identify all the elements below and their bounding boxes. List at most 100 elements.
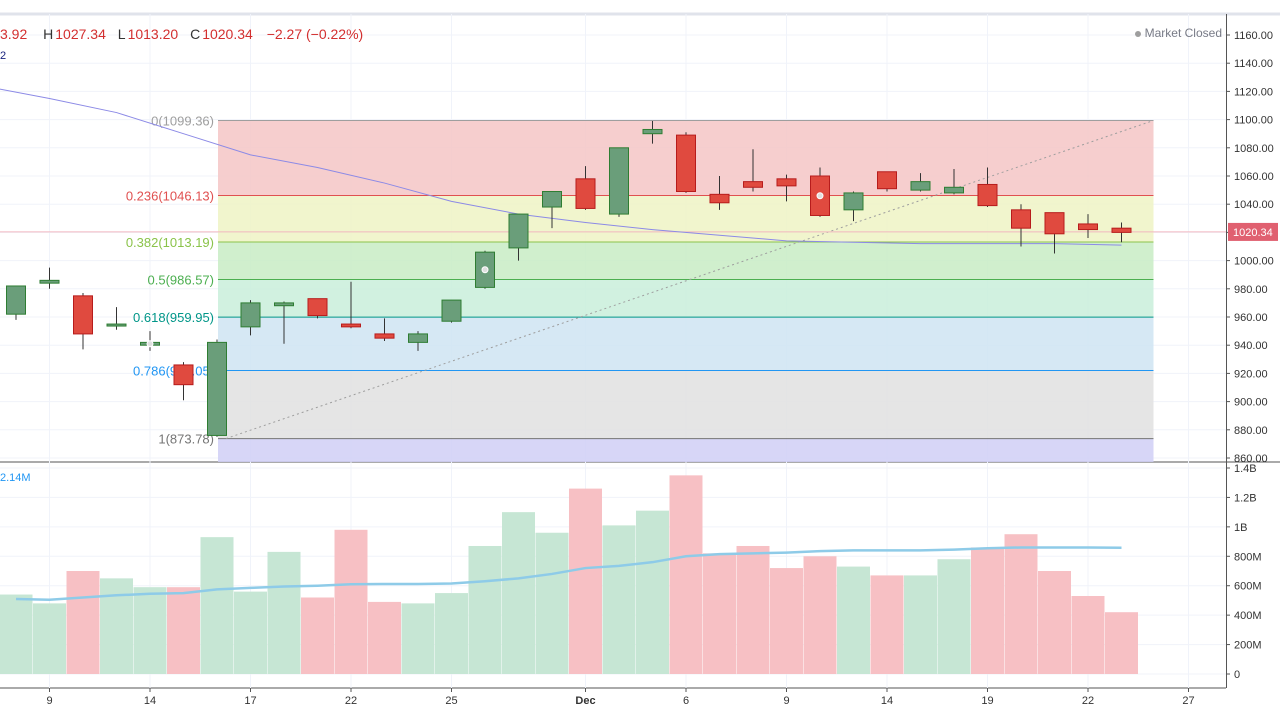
candle-up bbox=[843, 191, 864, 222]
candle-down bbox=[776, 174, 797, 202]
candle-body bbox=[877, 171, 897, 190]
candle-up bbox=[910, 173, 931, 192]
volume-bar bbox=[1105, 612, 1138, 674]
volume-tick-label: 1B bbox=[1234, 522, 1247, 534]
price-tick-label: 900.00 bbox=[1234, 397, 1268, 409]
candle-down bbox=[1011, 204, 1031, 247]
volume-tick-label: 1.2B bbox=[1234, 492, 1257, 504]
candle-body bbox=[676, 134, 696, 193]
candle-body bbox=[944, 186, 964, 194]
candle-body bbox=[6, 285, 26, 315]
market-status: Market Closed bbox=[1134, 26, 1222, 40]
price-tick-label: 920.00 bbox=[1234, 368, 1268, 380]
price-tick-label: 1040.00 bbox=[1234, 199, 1274, 211]
legend-open: 3.92 bbox=[0, 26, 28, 42]
time-tick-label: Dec bbox=[575, 695, 595, 707]
candle-down bbox=[173, 362, 194, 401]
time-tick-label: 19 bbox=[981, 695, 993, 707]
volume-bar bbox=[401, 603, 435, 674]
fib-zone bbox=[218, 438, 1154, 462]
volume-tick-label: 400M bbox=[1234, 610, 1262, 622]
candle-down bbox=[676, 132, 696, 193]
volume-bar bbox=[736, 545, 770, 674]
time-tick-label: 6 bbox=[683, 695, 689, 707]
candle-marker bbox=[146, 340, 154, 348]
legend-low-label: L bbox=[117, 26, 126, 42]
volume-bar bbox=[770, 568, 803, 674]
volume-bar bbox=[904, 575, 937, 674]
volume-bar bbox=[502, 512, 535, 674]
fib-level-label: 0.618(959.95) bbox=[133, 310, 214, 325]
volume-bar bbox=[301, 597, 334, 674]
candle-body bbox=[542, 191, 562, 208]
candle-body bbox=[341, 323, 361, 328]
price-tick-label: 1120.00 bbox=[1234, 86, 1273, 98]
candle-body bbox=[843, 192, 864, 211]
candle-body bbox=[39, 279, 60, 284]
candle-down bbox=[1044, 212, 1065, 254]
candle-up bbox=[240, 300, 261, 336]
candle-down bbox=[743, 149, 763, 192]
candle-down bbox=[374, 318, 395, 341]
candle-down bbox=[977, 167, 998, 208]
fib-zone bbox=[218, 317, 1154, 371]
volume-bar bbox=[535, 532, 569, 674]
candle-up bbox=[944, 168, 964, 195]
time-tick-label: 14 bbox=[881, 695, 893, 707]
volume-bar bbox=[937, 559, 971, 674]
candle-down bbox=[307, 298, 328, 319]
price-tick-label: 880.00 bbox=[1234, 425, 1268, 437]
volume-bar bbox=[66, 571, 100, 674]
price-tick-label: 1140.00 bbox=[1234, 58, 1273, 70]
candle-down bbox=[73, 293, 93, 350]
candle-up bbox=[508, 213, 529, 261]
candle-up bbox=[6, 285, 26, 320]
candle-body bbox=[1078, 223, 1098, 231]
volume-bar bbox=[435, 593, 468, 674]
candle-body bbox=[207, 341, 227, 436]
ma-legend: 2 bbox=[0, 50, 7, 62]
legend-high-label: H bbox=[43, 26, 54, 42]
volume-tick-label: 600M bbox=[1234, 581, 1262, 593]
legend-close-label: C bbox=[190, 26, 201, 42]
volume-bar bbox=[1038, 571, 1071, 674]
price-tick-label: 960.00 bbox=[1234, 312, 1268, 324]
volume-bar bbox=[971, 547, 1004, 674]
candle-body bbox=[408, 333, 428, 343]
candle-body bbox=[743, 181, 763, 188]
candle-body bbox=[977, 183, 998, 207]
fib-zone bbox=[218, 242, 1154, 280]
volume-bar bbox=[569, 488, 602, 674]
candle-body bbox=[575, 178, 596, 209]
candle-down bbox=[709, 176, 730, 210]
volume-bar bbox=[669, 475, 703, 674]
volume-bar bbox=[870, 575, 904, 674]
candle-body bbox=[1111, 227, 1132, 233]
volume-bar bbox=[636, 510, 669, 674]
volume-bar bbox=[334, 529, 368, 674]
legend-change: −2.27 (−0.22%) bbox=[266, 26, 364, 42]
candle-body bbox=[709, 193, 730, 204]
candle-body bbox=[609, 147, 629, 215]
fib-zone bbox=[218, 370, 1154, 439]
time-tick-label: 25 bbox=[445, 695, 457, 707]
volume-ma-line bbox=[15, 546, 1122, 601]
volume-bars bbox=[0, 475, 1138, 674]
candle-body bbox=[274, 302, 294, 307]
price-axis: 860.00 880.00 900.00 920.00 940.00 960.00 980.… bbox=[1226, 30, 1278, 681]
fib-level-label: 0.236(1046.13) bbox=[126, 189, 214, 204]
fib-zone bbox=[218, 195, 1154, 243]
volume-bar bbox=[1071, 596, 1105, 674]
volume-legend: 2.14M bbox=[0, 472, 31, 484]
volume-bar bbox=[1004, 534, 1038, 674]
candle-body bbox=[374, 333, 395, 339]
time-tick-label: 22 bbox=[345, 695, 357, 707]
candle-up bbox=[408, 331, 428, 351]
volume-tick-label: 800M bbox=[1234, 551, 1262, 563]
candle-marker bbox=[816, 192, 824, 200]
candle-down bbox=[1111, 222, 1132, 243]
candle-body bbox=[1044, 212, 1065, 235]
time-tick-label: 9 bbox=[46, 695, 52, 707]
price-tick-label: 1060.00 bbox=[1234, 171, 1274, 183]
